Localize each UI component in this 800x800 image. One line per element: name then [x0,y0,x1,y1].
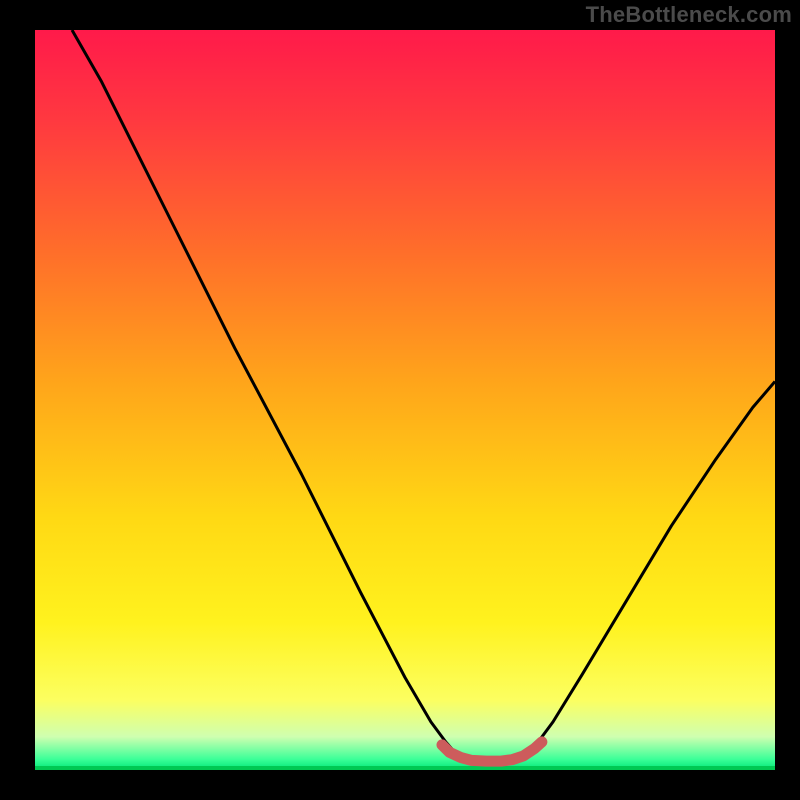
chart-container: TheBottleneck.com [0,0,800,800]
watermark-text: TheBottleneck.com [586,2,792,28]
curve-layer [35,30,775,770]
flat-region-marker [442,742,542,761]
plot-area [35,30,775,770]
bottleneck-curve [72,30,775,760]
